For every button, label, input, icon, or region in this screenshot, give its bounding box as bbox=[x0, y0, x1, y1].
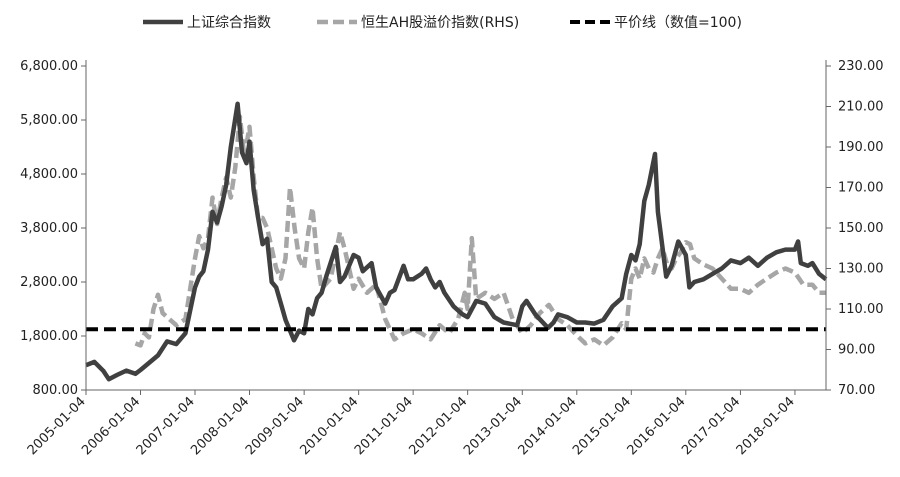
right-tick-label: 110.00 bbox=[838, 302, 884, 317]
legend-label-1: 恒生AH股溢价指数(RHS) bbox=[361, 15, 519, 31]
left-tick-label: 6,800.00 bbox=[20, 59, 78, 74]
right-tick-label: 230.00 bbox=[838, 59, 884, 74]
right-tick-label: 190.00 bbox=[838, 140, 884, 155]
right-axis-ticks: 70.00 90.00 110.00 130.00 150.00 170.00 190.00… bbox=[826, 59, 884, 398]
legend-label-0: 上证综合指数 bbox=[187, 15, 271, 31]
left-axis-ticks: 800.00 1,800.00 2,800.00 3,800.00 4,800.00 5,… bbox=[20, 59, 86, 398]
left-tick-label: 5,800.00 bbox=[20, 113, 78, 128]
x-axis-ticks: 2005-01-042006-01-042007-01-042008-01-04… bbox=[25, 390, 798, 458]
left-tick-label: 1,800.00 bbox=[20, 329, 78, 344]
right-tick-label: 150.00 bbox=[838, 221, 884, 236]
legend-label-2: 平价线（数值=100) bbox=[614, 15, 742, 31]
legend: 上证综合指数 恒生AH股溢价指数(RHS) 平价线（数值=100) bbox=[143, 15, 742, 31]
right-tick-label: 210.00 bbox=[838, 100, 884, 115]
series-line-0 bbox=[85, 101, 828, 382]
right-tick-label: 170.00 bbox=[838, 181, 884, 196]
left-tick-label: 2,800.00 bbox=[20, 275, 78, 290]
right-tick-label: 90.00 bbox=[838, 343, 875, 358]
left-tick-label: 4,800.00 bbox=[20, 167, 78, 182]
left-tick-label: 800.00 bbox=[33, 383, 79, 398]
left-tick-label: 3,800.00 bbox=[20, 221, 78, 236]
series-line-1 bbox=[134, 114, 826, 348]
x-tick-label: 2018-01-04 bbox=[734, 394, 798, 458]
right-tick-label: 130.00 bbox=[838, 262, 884, 277]
series-layer bbox=[85, 101, 828, 382]
right-tick-label: 70.00 bbox=[838, 383, 875, 398]
